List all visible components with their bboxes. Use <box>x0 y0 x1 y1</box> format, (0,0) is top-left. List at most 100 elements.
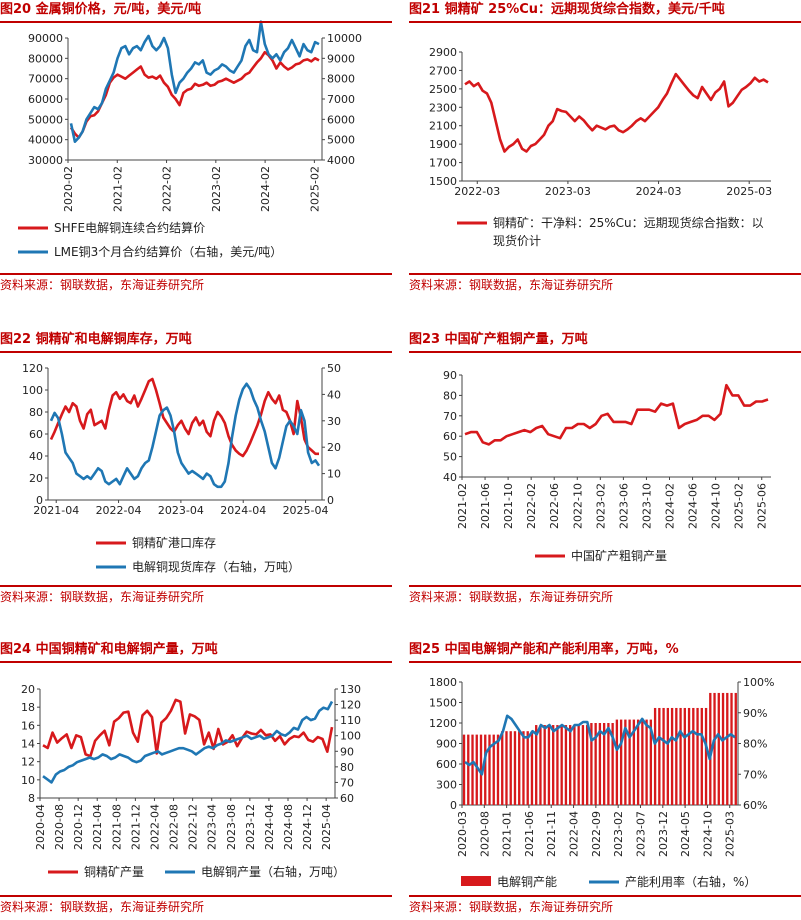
y2-tick-label: 70 <box>340 776 354 789</box>
chart-title: 图22 铜精矿和电解铜库存，万吨 <box>0 332 192 347</box>
x-tick-label: 2020-08 <box>478 811 491 857</box>
y-tick-label: 120 <box>22 362 43 375</box>
bar <box>628 719 631 805</box>
bar <box>488 734 491 805</box>
x-tick-label: 2024-02 <box>259 166 272 212</box>
bar <box>462 734 466 805</box>
divider <box>0 895 392 897</box>
bar <box>539 725 542 805</box>
series-line-2 <box>49 382 321 489</box>
chart-title: 图21 铜精矿 25%Cu：远期现货综合指数，美元/千吨 <box>409 2 725 17</box>
y-tick-label: 2500 <box>429 83 457 96</box>
bar <box>704 707 708 805</box>
legend-label: 铜精矿港口库存 <box>132 535 216 550</box>
y-tick-label: 70 <box>443 410 457 423</box>
bar <box>484 734 487 805</box>
y-tick-label: 2100 <box>429 120 457 133</box>
y-tick-label: 70000 <box>28 73 63 86</box>
bar <box>590 723 593 805</box>
y-tick-label: 1500 <box>429 697 457 710</box>
bar <box>581 725 585 805</box>
bar <box>492 734 495 805</box>
x-tick-label: 2025-04 <box>283 504 329 517</box>
x-tick-label: 2024-12 <box>301 804 314 850</box>
series-line-1 <box>464 72 769 153</box>
bar <box>679 707 682 805</box>
x-tick-label: 2025-03 <box>726 185 772 198</box>
x-tick-label: 2022-02 <box>525 483 538 529</box>
bar <box>547 725 551 805</box>
y2-tick-label: 90 <box>340 745 354 758</box>
x-tick-label: 2023-02 <box>612 811 625 857</box>
x-tick-label: 2020-04 <box>34 804 47 850</box>
y2-tick-label: 10 <box>327 468 341 481</box>
x-tick-label: 2024-10 <box>701 811 714 857</box>
bar <box>594 723 597 805</box>
y-tick-label: 1500 <box>429 175 457 188</box>
x-tick-label: 2025-02 <box>733 483 746 529</box>
legend-label: 电解铜产量（右轴，万吨） <box>201 864 345 879</box>
bar <box>556 725 559 805</box>
bar <box>526 731 529 805</box>
bar <box>730 692 733 805</box>
bar <box>666 707 669 805</box>
bar <box>564 725 568 805</box>
y-tick-label: 1900 <box>429 138 457 151</box>
x-tick-label: 2022-08 <box>168 804 181 850</box>
x-tick-label: 2021-11 <box>545 811 558 857</box>
y-tick-label: 14 <box>21 738 35 751</box>
y-tick-label: 12 <box>21 756 35 769</box>
y2-tick-label: 60% <box>743 799 767 812</box>
bar <box>522 731 525 805</box>
x-tick-label: 2025-06 <box>756 483 769 529</box>
x-tick-label: 2024-05 <box>679 811 692 857</box>
series-line-2 <box>464 714 736 776</box>
bar <box>687 707 691 805</box>
divider <box>409 585 801 587</box>
bar <box>573 725 576 805</box>
y2-tick-label: 0 <box>327 494 334 507</box>
y2-tick-label: 130 <box>340 683 361 696</box>
series-line-1 <box>464 383 769 446</box>
source-note: 资料来源：钢联数据，东海证券研究所 <box>0 278 205 292</box>
y2-tick-label: 80 <box>340 761 354 774</box>
chart-22: 0 20 40 60 80 100 120 0 10 20 30 40 50 2021-04 2022-04… <box>22 362 341 574</box>
x-tick-label: 2024-08 <box>282 804 295 850</box>
x-tick-label: 2023-06 <box>617 483 630 529</box>
x-tick-label: 2021-01 <box>501 811 514 857</box>
x-tick-label: 2022-03 <box>454 185 500 198</box>
legend-label-cont: 现货价计 <box>493 233 541 248</box>
panel-chart-22: 0 20 40 60 80 100 120 0 10 20 30 40 50 2021-04 2022-04… <box>0 330 392 610</box>
y2-tick-label: 100 <box>340 730 361 743</box>
series-line-2 <box>69 20 320 143</box>
y-tick-label: 8 <box>28 792 35 805</box>
bar <box>577 725 580 805</box>
bar <box>509 731 512 805</box>
x-tick-label: 2023-02 <box>594 483 607 529</box>
divider <box>409 351 801 353</box>
bar <box>598 723 602 805</box>
bar <box>607 723 610 805</box>
divider <box>0 273 392 275</box>
y-tick-label: 20 <box>29 472 43 485</box>
legend-label: 铜精矿产量 <box>84 864 144 879</box>
y-tick-label: 16 <box>21 719 35 732</box>
y-tick-label: 90000 <box>28 32 63 45</box>
legend-label: 铜精矿：干净料：25%Cu：远期现货综合指数：以 <box>493 215 764 230</box>
bar <box>611 723 614 805</box>
bar <box>632 719 636 805</box>
x-tick-label: 2023-08 <box>225 804 238 850</box>
bar <box>467 734 470 805</box>
x-tick-label: 2025-03 <box>724 811 737 857</box>
bar <box>496 734 500 805</box>
bar <box>649 719 653 805</box>
bar <box>615 719 619 805</box>
y2-tick-label: 40 <box>327 388 341 401</box>
y2-tick-label: 70% <box>743 768 767 781</box>
y2-tick-label: 30 <box>327 415 341 428</box>
bar <box>479 734 483 805</box>
y-tick-label: 100 <box>22 384 43 397</box>
x-tick-label: 2021-02 <box>456 483 469 529</box>
y2-tick-label: 20 <box>327 441 341 454</box>
panel-chart-24: 8 10 12 14 16 18 20 60 70 80 90 100 110 120 130 2020-04… <box>0 640 392 920</box>
